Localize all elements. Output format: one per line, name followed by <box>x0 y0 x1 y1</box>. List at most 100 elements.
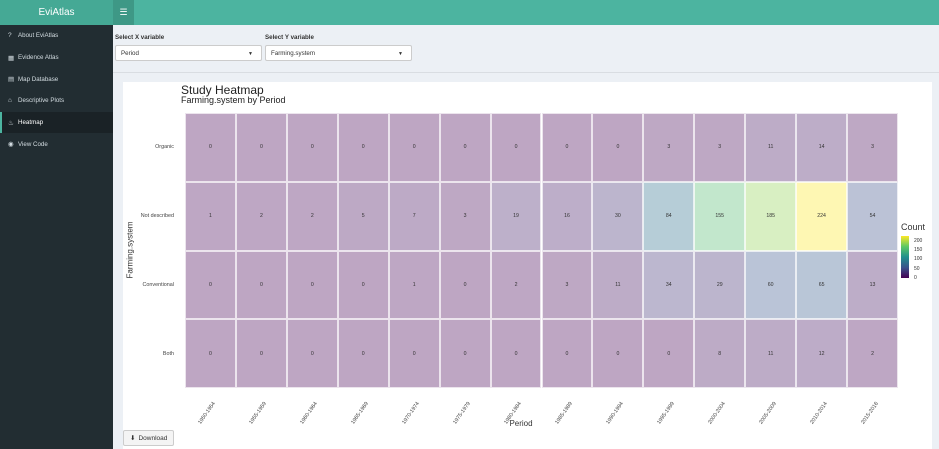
home-icon: ⌂ <box>8 97 12 105</box>
sidebar-item-view-code[interactable]: ◉ View Code <box>0 133 113 155</box>
x-tick-label: 2005-2009 <box>757 401 778 426</box>
legend-title: Count <box>901 222 926 232</box>
y-tick-label: Organic <box>155 144 174 151</box>
legend-colorbar <box>901 236 909 278</box>
heatmap-cell: 29 <box>694 250 746 320</box>
sidebar-item-map-database[interactable]: ▤ Map Database <box>0 68 113 90</box>
y-tick-label: Conventional <box>142 281 174 288</box>
sidebar-item-label: Map Database <box>18 75 59 83</box>
main-content: Select X variable Period ▼ Select Y vari… <box>113 25 939 449</box>
heatmap-cell: 0 <box>337 319 389 388</box>
x-variable-select[interactable]: Period ▼ <box>115 45 262 61</box>
sidebar-item-label: View Code <box>18 140 48 148</box>
sidebar-item-descriptive-plots[interactable]: ⌂ Descriptive Plots <box>0 90 113 112</box>
heatmap-cell: 11 <box>745 319 797 388</box>
heatmap-cell: 0 <box>490 319 542 388</box>
heatmap-plot: Study Heatmap Farming.system by Period 0… <box>123 82 932 449</box>
sidebar-item-about[interactable]: ? About EviAtlas <box>0 25 113 47</box>
chart-subtitle: Farming.system by Period <box>181 95 286 105</box>
x-tick-label: 1970-1974 <box>401 401 422 426</box>
heatmap-cell: 0 <box>643 319 695 388</box>
heatmap-cell: 3 <box>439 181 491 251</box>
heatmap-cell: 2 <box>235 181 287 251</box>
heatmap-cell: 0 <box>286 113 338 182</box>
x-tick-label: 2000-2004 <box>706 401 727 426</box>
download-label: Download <box>138 434 168 442</box>
heatmap-cell: 34 <box>643 250 695 320</box>
heatmap-cell: 54 <box>847 181 898 251</box>
heatmap-grid: 0 0 0 0 0 0 0 0 0 3 3 11 14 3 1 2 2 5 7 3 19 16 30 84 155 185 224 5… <box>185 113 898 388</box>
fire-icon: ♨ <box>8 119 14 127</box>
heatmap-cell: 0 <box>490 113 542 182</box>
map-icon: ▦ <box>8 54 15 62</box>
heatmap-cell: 60 <box>745 250 797 320</box>
heatmap-cell: 19 <box>490 181 542 251</box>
x-tick-label: 1965-1969 <box>350 401 371 426</box>
heatmap-cell: 0 <box>337 250 389 320</box>
hamburger-icon: ☰ <box>119 7 128 17</box>
heatmap-cell: 0 <box>388 319 440 388</box>
x-variable-label: Select X variable <box>115 34 165 41</box>
sidebar-item-label: Descriptive Plots <box>18 97 65 105</box>
heatmap-cell: 5 <box>337 181 389 251</box>
heatmap-cell: 185 <box>745 181 797 251</box>
heatmap-cell: 3 <box>847 113 898 182</box>
x-tick-label: 2015-2016 <box>859 401 880 426</box>
x-tick-label: 1975-1979 <box>452 401 473 426</box>
x-tick-label: 1950-1954 <box>197 401 218 426</box>
heatmap-cell: 0 <box>185 250 236 320</box>
heatmap-cell: 0 <box>388 113 440 182</box>
sidebar-item-label: Heatmap <box>18 119 44 127</box>
y-variable-select[interactable]: Farming.system ▼ <box>265 45 412 61</box>
heatmap-cell: 0 <box>439 319 491 388</box>
y-axis-label: Farming.system <box>125 221 135 279</box>
download-button[interactable]: ⬇ Download <box>123 430 175 446</box>
y-tick-label: Both <box>162 350 174 357</box>
sidebar-item-evidence-atlas[interactable]: ▦ Evidence Atlas <box>0 47 113 69</box>
sidebar-item-label: Evidence Atlas <box>18 54 59 62</box>
heatmap-cell: 3 <box>694 113 746 182</box>
sidebar: ? About EviAtlas ▦ Evidence Atlas ▤ Map … <box>0 25 113 449</box>
heatmap-cell: 1 <box>388 250 440 320</box>
y-tick-label: Not described <box>140 213 174 220</box>
heatmap-cell: 2 <box>847 319 898 388</box>
heatmap-cell: 0 <box>337 113 389 182</box>
x-tick-label: 1955-1959 <box>248 401 269 426</box>
heatmap-cell: 16 <box>541 181 593 251</box>
x-tick-label: 2010-2014 <box>808 401 829 426</box>
heatmap-cell: 0 <box>235 113 287 182</box>
sidebar-item-heatmap[interactable]: ♨ Heatmap <box>0 111 113 134</box>
heatmap-cell: 0 <box>286 319 338 388</box>
heatmap-cell: 7 <box>388 181 440 251</box>
legend-tick-label: 100 <box>914 256 923 263</box>
heatmap-cell: 155 <box>694 181 746 251</box>
heatmap-cell: 0 <box>439 113 491 182</box>
top-navbar <box>113 0 939 25</box>
heatmap-cell: 0 <box>592 113 644 182</box>
x-variable-value: Period <box>121 49 139 57</box>
heatmap-cell: 0 <box>235 250 287 320</box>
legend-tick-label: 50 <box>914 265 920 272</box>
heatmap-cell: 0 <box>286 250 338 320</box>
heatmap-cell: 0 <box>592 319 644 388</box>
chevron-down-icon: ▼ <box>248 51 253 57</box>
x-axis-label: Period <box>509 419 533 428</box>
legend-tick-label: 0 <box>914 275 917 281</box>
heatmap-cell: 13 <box>847 250 898 320</box>
heatmap-cell: 0 <box>439 250 491 320</box>
x-tick-label: 1960-1964 <box>299 401 320 426</box>
question-icon: ? <box>8 32 12 40</box>
heatmap-cell: 84 <box>643 181 695 251</box>
heatmap-cell: 0 <box>185 113 236 182</box>
heatmap-cell: 11 <box>592 250 644 320</box>
heatmap-cell: 11 <box>745 113 797 182</box>
github-icon: ◉ <box>8 141 14 149</box>
sidebar-toggle-button[interactable]: ☰ <box>113 0 134 25</box>
heatmap-cell: 14 <box>796 113 848 182</box>
x-tick-label: 1990-1994 <box>605 401 625 426</box>
download-icon: ⬇ <box>130 435 136 442</box>
x-tick-label: 1995-1999 <box>656 401 676 426</box>
heatmap-cell: 224 <box>796 181 848 251</box>
heatmap-cell: 0 <box>185 319 236 388</box>
app-logo[interactable]: EviAtlas <box>0 0 113 25</box>
